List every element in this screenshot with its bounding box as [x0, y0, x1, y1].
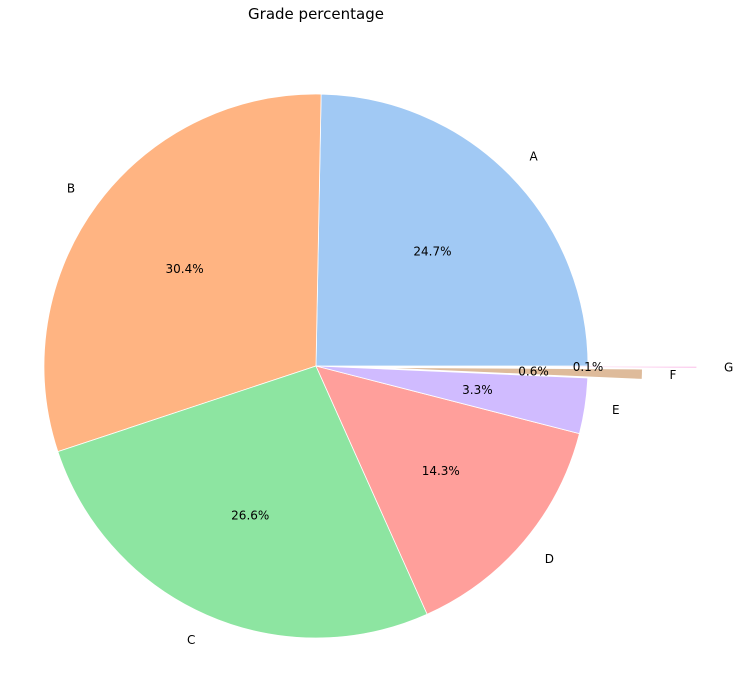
pie-slices [43, 93, 698, 639]
pie-slice-c [57, 365, 428, 639]
slice-label-c: C [187, 633, 195, 647]
pct-label-d: 14.3% [422, 464, 460, 478]
pie-slice-d [315, 365, 580, 615]
chart-title: Grade percentage [248, 5, 384, 23]
pie-labels: A 24.7% B 30.4% C 26.6% D 14.3% E 3.3% F 0.6% G 0.1% [67, 149, 733, 646]
pct-label-c: 26.6% [231, 508, 269, 522]
slice-label-a: A [530, 149, 539, 163]
pie-slice-b [43, 93, 322, 453]
slice-label-f: F [669, 368, 676, 382]
pct-label-b: 30.4% [166, 262, 204, 276]
pct-label-g: 0.1% [573, 360, 604, 374]
pct-label-a: 24.7% [413, 245, 451, 259]
pie-slice-e [315, 365, 589, 435]
slice-label-g: G [724, 360, 733, 374]
pct-label-e: 3.3% [462, 383, 493, 397]
slice-label-e: E [612, 403, 620, 417]
slice-label-b: B [67, 182, 75, 196]
pie-slice-a [315, 93, 589, 367]
pie-slice-g [424, 365, 698, 369]
pct-label-f: 0.6% [518, 364, 549, 378]
slice-label-d: D [545, 552, 554, 566]
pie-slice-f [370, 366, 643, 380]
